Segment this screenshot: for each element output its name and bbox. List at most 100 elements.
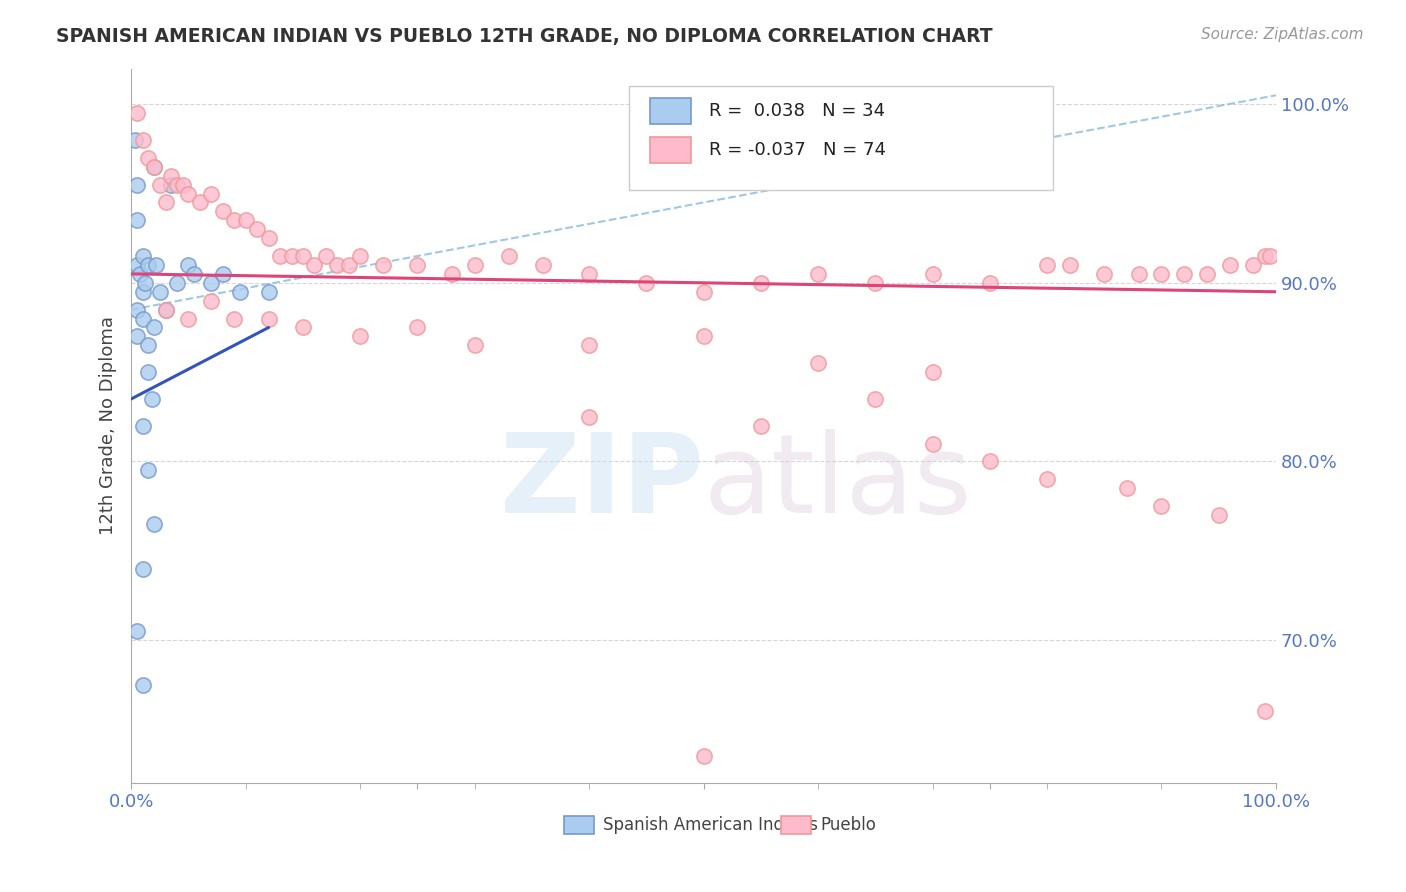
Point (349, 249, 371, 263)
Point (257, 285, 280, 299)
Text: Pueblo: Pueblo (820, 816, 876, 834)
Point (134, 276, 156, 290)
Point (257, 311, 280, 326)
Point (166, 276, 188, 290)
Y-axis label: 12th Grade, No Diploma: 12th Grade, No Diploma (100, 316, 117, 535)
Point (229, 285, 252, 299)
Point (143, 516, 166, 531)
Point (143, 320, 166, 334)
Point (138, 365, 160, 379)
Point (440, 267, 463, 281)
Point (224, 311, 246, 326)
Point (1173, 267, 1195, 281)
Point (160, 169, 183, 183)
Text: ZIP: ZIP (501, 429, 703, 536)
Point (498, 249, 520, 263)
Point (131, 678, 153, 692)
Point (224, 213, 246, 227)
Point (979, 276, 1001, 290)
Point (149, 285, 172, 299)
Point (1197, 267, 1219, 281)
Point (200, 186, 222, 201)
Point (143, 160, 166, 174)
Point (138, 258, 160, 272)
Point (149, 178, 172, 192)
Point (1150, 267, 1173, 281)
Point (578, 409, 600, 424)
FancyBboxPatch shape (630, 87, 1053, 190)
Point (291, 320, 314, 334)
Point (211, 204, 233, 219)
Point (1059, 258, 1081, 272)
Point (138, 338, 160, 352)
Text: SPANISH AMERICAN INDIAN VS PUEBLO 12TH GRADE, NO DIPLOMA CORRELATION CHART: SPANISH AMERICAN INDIAN VS PUEBLO 12TH G… (56, 27, 993, 45)
Text: R = -0.037   N = 74: R = -0.037 N = 74 (710, 141, 886, 159)
Point (1036, 258, 1059, 272)
Point (1258, 249, 1281, 263)
Point (464, 338, 486, 352)
Point (807, 267, 830, 281)
Point (291, 249, 314, 263)
Point (531, 258, 554, 272)
Point (125, 302, 148, 317)
FancyBboxPatch shape (650, 137, 690, 163)
Point (129, 267, 152, 281)
Point (125, 258, 148, 272)
Point (200, 293, 222, 308)
Text: Source: ZipAtlas.com: Source: ZipAtlas.com (1201, 27, 1364, 42)
Point (155, 302, 177, 317)
Point (177, 186, 200, 201)
Point (749, 418, 772, 433)
Point (1092, 267, 1115, 281)
Point (160, 178, 183, 192)
Point (155, 195, 177, 210)
Point (177, 258, 200, 272)
FancyBboxPatch shape (564, 816, 593, 834)
Point (371, 258, 394, 272)
Point (406, 320, 429, 334)
Point (1219, 258, 1241, 272)
Point (124, 133, 146, 147)
Point (125, 106, 148, 120)
Point (131, 418, 153, 433)
Point (807, 356, 830, 370)
Point (315, 249, 337, 263)
Point (692, 329, 714, 343)
Point (131, 133, 153, 147)
Point (1116, 481, 1139, 495)
Point (188, 195, 211, 210)
Point (1241, 258, 1264, 272)
Point (125, 178, 148, 192)
Point (1208, 508, 1230, 522)
Point (1150, 499, 1173, 513)
Point (304, 258, 326, 272)
Point (235, 213, 257, 227)
Point (406, 258, 429, 272)
Point (125, 213, 148, 227)
Point (578, 267, 600, 281)
Point (211, 267, 233, 281)
Point (1128, 267, 1150, 281)
Point (979, 454, 1001, 468)
Point (865, 276, 887, 290)
Point (692, 285, 714, 299)
Point (578, 338, 600, 352)
Point (145, 258, 167, 272)
Point (131, 249, 153, 263)
Point (246, 222, 269, 236)
Point (141, 392, 163, 406)
Point (1036, 472, 1059, 486)
Point (349, 329, 371, 343)
Point (131, 561, 153, 575)
Point (692, 749, 714, 764)
FancyBboxPatch shape (782, 816, 811, 834)
Point (464, 258, 486, 272)
Point (155, 302, 177, 317)
Point (138, 151, 160, 165)
Point (125, 329, 148, 343)
Text: atlas: atlas (703, 429, 972, 536)
Point (166, 178, 188, 192)
Point (131, 285, 153, 299)
Point (125, 624, 148, 638)
Point (183, 267, 205, 281)
